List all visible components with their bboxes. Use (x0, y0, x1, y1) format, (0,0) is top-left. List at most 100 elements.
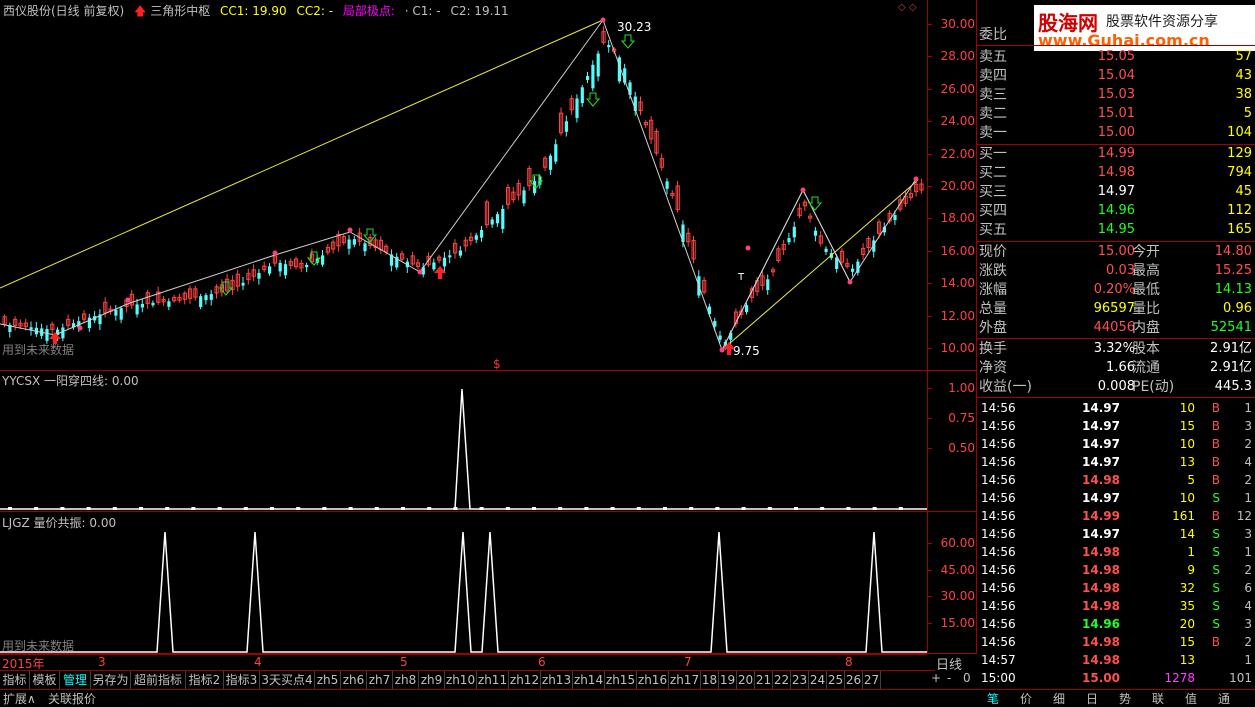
tab-18[interactable]: zh15 (605, 671, 637, 689)
ask-row[interactable]: 卖五 15.05 57 (977, 48, 1255, 66)
bottom-tab[interactable]: 细 (1053, 692, 1066, 706)
tab-5[interactable]: 指标2 (186, 671, 224, 689)
tab-6[interactable]: 指标3 (224, 671, 260, 689)
bid-row[interactable]: 买三 14.97 45 (977, 183, 1255, 201)
ask-row[interactable]: 卖一 15.00 104 (977, 124, 1255, 142)
tick-volume: 13 (1179, 653, 1195, 667)
bid-row[interactable]: 买一 14.99 129 (977, 145, 1255, 163)
tab-13[interactable]: zh10 (445, 671, 477, 689)
candle-body (114, 309, 118, 316)
tab-30[interactable]: 27 (863, 671, 881, 689)
expand-button[interactable]: 扩展∧ (3, 692, 36, 706)
signal-dot (663, 507, 667, 510)
tab-17[interactable]: zh14 (573, 671, 605, 689)
sub2-indicator-chart[interactable]: 用到未来数据 (0, 512, 927, 653)
tab-1[interactable]: 模板 (30, 671, 60, 689)
y-tick-mark (928, 622, 932, 624)
candle-body (617, 57, 621, 82)
tab-21[interactable]: 18 (701, 671, 719, 689)
ask-row[interactable]: 卖四 15.04 43 (977, 67, 1255, 85)
tab-29[interactable]: 26 (845, 671, 863, 689)
bottom-tab[interactable]: 值 (1185, 692, 1198, 706)
tab-24[interactable]: 21 (755, 671, 773, 689)
signal-dot (401, 507, 405, 510)
y-tick-mark (928, 596, 932, 597)
tab-27[interactable]: 24 (809, 671, 827, 689)
bottom-tab[interactable]: 联 (1152, 692, 1165, 706)
candle-body (591, 64, 595, 89)
tab-control-button[interactable]: - (947, 671, 952, 685)
y-tick-mark (928, 186, 932, 187)
bottom-tab[interactable]: 日 (1086, 692, 1099, 706)
bid-row[interactable]: 买二 14.98 794 (977, 164, 1255, 182)
candle-body (151, 302, 155, 306)
tab-0[interactable]: 指标 (0, 671, 30, 689)
window-controls-icon[interactable]: ◇ ◇ (898, 2, 917, 13)
bottom-tab[interactable]: 笔 (987, 692, 1000, 706)
tick-price: 14.97 (1082, 527, 1120, 541)
signal-dot (453, 507, 458, 510)
tick-time: 14:56 (981, 473, 1016, 487)
sub1-indicator-chart[interactable] (0, 371, 927, 511)
bid-row[interactable]: 买四 14.96 112 (977, 202, 1255, 220)
quote-label-2: 最低 (1132, 282, 1160, 298)
y-tick-label: 20.00 (940, 179, 975, 193)
tab-control-button[interactable]: 0 (963, 671, 971, 685)
bottom-tab[interactable]: 通 (1218, 692, 1231, 706)
candle-body (8, 324, 12, 332)
candle-body (511, 191, 516, 201)
sell-arrow-icon (218, 34, 823, 296)
bottom-tab[interactable]: 势 (1119, 692, 1132, 706)
y-tick-mark (928, 218, 932, 220)
main-candlestick-chart[interactable]: 30.23 9.75 T $ 用到未来数据 (0, 0, 927, 370)
tab-14[interactable]: zh11 (477, 671, 509, 689)
bid-row[interactable]: 买五 14.95 165 (977, 221, 1255, 239)
tab-11[interactable]: zh8 (393, 671, 419, 689)
tab-26[interactable]: 23 (791, 671, 809, 689)
tick-volume: 15 (1179, 635, 1195, 649)
ask-row[interactable]: 卖三 15.03 38 (977, 86, 1255, 104)
tab-4[interactable]: 超前指标 (131, 671, 186, 689)
candle-body (410, 255, 415, 265)
candle-body (230, 279, 235, 290)
tab-control-button[interactable]: + (931, 671, 942, 685)
tick-count: 101 (1229, 671, 1252, 685)
tab-16[interactable]: zh13 (541, 671, 573, 689)
tick-price: 14.98 (1082, 653, 1120, 667)
tab-25[interactable]: 22 (773, 671, 791, 689)
tab-3[interactable]: 另存为 (91, 671, 131, 689)
tab-10[interactable]: zh7 (367, 671, 393, 689)
tab-28[interactable]: 25 (827, 671, 845, 689)
tab-20[interactable]: zh17 (669, 671, 701, 689)
tab-8[interactable]: zh5 (315, 671, 341, 689)
ask-price: 15.03 (1097, 87, 1135, 102)
candle-body (787, 238, 791, 243)
tab-19[interactable]: zh16 (637, 671, 669, 689)
related-quote-button[interactable]: 关联报价 (48, 692, 97, 706)
y-tick-mark (928, 88, 932, 90)
tab-9[interactable]: zh6 (341, 671, 367, 689)
signal-dot (296, 507, 301, 510)
tab-7[interactable]: 3天买点4 (260, 671, 315, 689)
tab-23[interactable]: 20 (737, 671, 755, 689)
tab-12[interactable]: zh9 (419, 671, 445, 689)
tab-15[interactable]: zh12 (509, 671, 541, 689)
candle-body (659, 158, 664, 168)
ask-row[interactable]: 卖二 15.01 5 (977, 105, 1255, 123)
ljgz-line (0, 531, 927, 653)
tick-direction: S (1212, 581, 1220, 595)
x-label-8: 8 (845, 655, 853, 669)
candle-body (776, 248, 781, 262)
period-label[interactable]: 日线 (936, 658, 963, 673)
tick-time: 14:56 (981, 509, 1016, 523)
ask-volume: 57 (1235, 49, 1252, 64)
y-tick-mark (928, 348, 932, 349)
tab-2[interactable]: 管理 (60, 671, 91, 689)
signal-dot (846, 507, 851, 510)
bid-volume: 129 (1227, 146, 1252, 161)
candle-body (808, 215, 813, 219)
tick-price: 14.97 (1082, 491, 1120, 505)
y-tick-label: 0.50 (948, 441, 975, 455)
tab-22[interactable]: 19 (719, 671, 737, 689)
bottom-tab[interactable]: 价 (1020, 692, 1033, 706)
